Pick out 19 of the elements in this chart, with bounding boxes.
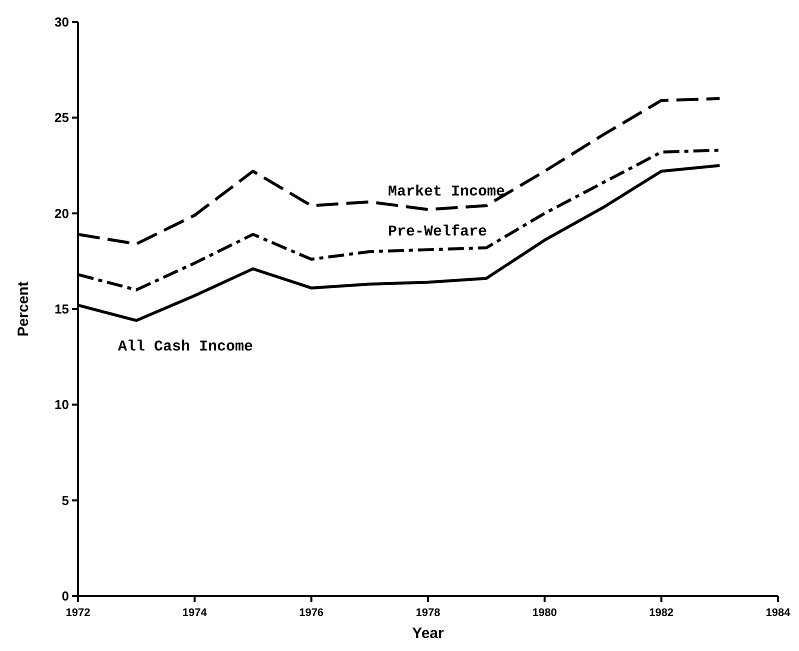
series-label: Pre-Welfare [388,224,488,241]
x-tick-label: 1976 [299,607,324,619]
x-tick-label: 1982 [649,607,674,619]
y-tick-label: 25 [54,110,69,126]
series-label: All Cash Income [118,338,254,356]
y-tick-label: 20 [54,206,69,221]
x-tick-label: 1978 [416,607,440,619]
y-axis-title: Percent [15,281,32,337]
x-tick-label: 1980 [532,607,557,619]
y-tick-label: 10 [54,397,69,412]
y-tick-label: 5 [62,492,69,508]
x-tick-label: 1972 [66,607,90,619]
y-tick-label: 15 [54,302,69,317]
y-tick-label: 0 [62,588,69,604]
x-axis-title: Year [412,625,444,642]
x-tick-label: 1984 [766,607,792,619]
x-tick-label: 1974 [182,607,208,619]
y-tick-label: 30 [54,14,69,30]
series-label: Market Income [388,184,506,201]
